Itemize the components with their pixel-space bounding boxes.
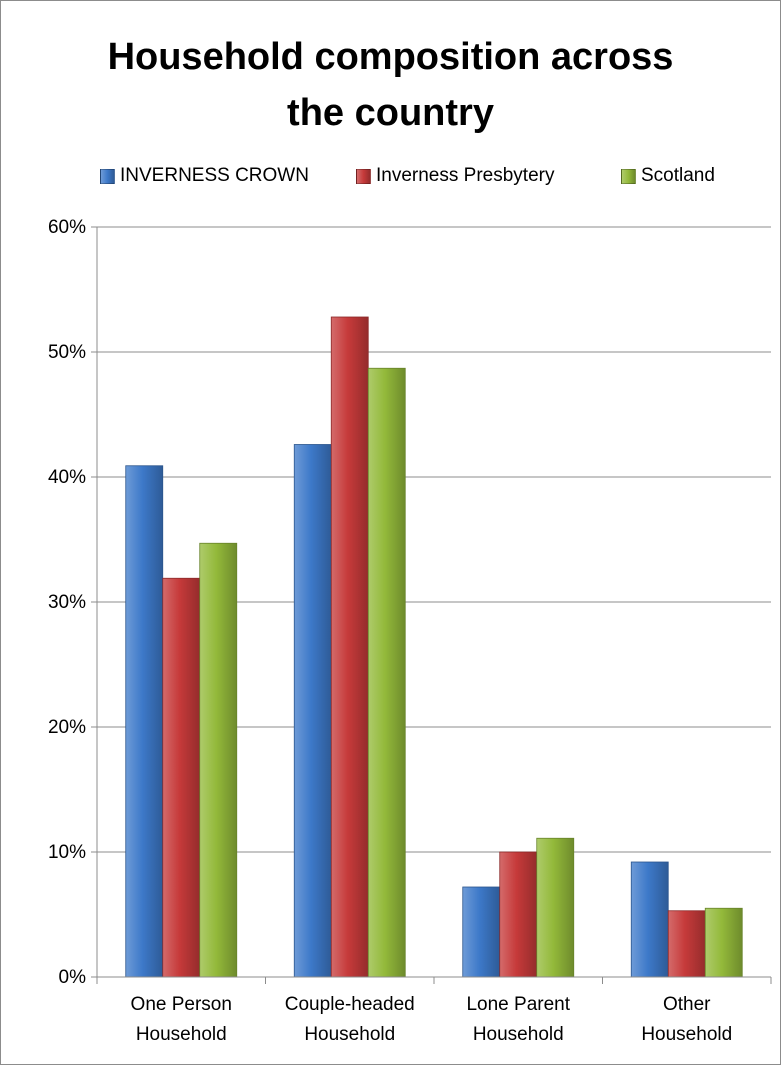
bar	[630, 861, 669, 978]
y-tick-label: 20%	[48, 717, 86, 738]
bar	[704, 907, 743, 978]
bar	[330, 316, 369, 978]
legend-swatch-inverness-crown	[100, 168, 115, 184]
x-tick-label: One Person	[131, 994, 232, 1015]
x-tick-label: Household	[641, 1024, 732, 1045]
legend-item-scotland: Scotland	[621, 165, 715, 187]
x-tick-label: Couple-headed	[285, 994, 415, 1015]
y-tick-label: 0%	[59, 967, 87, 988]
y-tick-label: 30%	[48, 592, 86, 613]
bar	[199, 542, 238, 978]
bar	[499, 851, 538, 978]
legend-label-inverness-crown: INVERNESS CROWN	[120, 165, 309, 186]
legend-swatch-inverness-presbytery	[356, 168, 371, 184]
bar	[367, 367, 406, 978]
legend-label-inverness-presbytery: Inverness Presbytery	[376, 165, 555, 186]
bar	[293, 444, 332, 978]
y-tick-label: 50%	[48, 342, 86, 363]
legend-label-scotland: Scotland	[641, 165, 715, 186]
legend-item-inverness-presbytery: Inverness Presbytery	[356, 165, 554, 187]
y-tick-label: 10%	[48, 842, 86, 863]
x-tick-label: Lone Parent	[466, 994, 570, 1015]
y-tick-label: 40%	[48, 467, 86, 488]
chart-title-line-1: Household composition across	[107, 36, 674, 78]
chart-title-line-2: the country	[287, 92, 494, 134]
x-tick-label: Household	[473, 1024, 564, 1045]
bar	[667, 910, 706, 978]
legend-item-inverness-crown: INVERNESS CROWN	[100, 165, 309, 187]
x-tick-label: Other	[663, 994, 711, 1015]
bar	[162, 577, 201, 978]
bar	[462, 886, 501, 978]
bar	[125, 465, 164, 978]
x-tick-label: Household	[136, 1024, 227, 1045]
y-tick-label: 60%	[48, 217, 86, 238]
chart-title: Household composition across the country	[1, 29, 780, 141]
x-tick-label: Household	[304, 1024, 395, 1045]
bar	[536, 837, 575, 978]
legend: INVERNESS CROWN Inverness Presbytery Sco…	[1, 165, 780, 193]
legend-swatch-scotland	[621, 168, 636, 184]
